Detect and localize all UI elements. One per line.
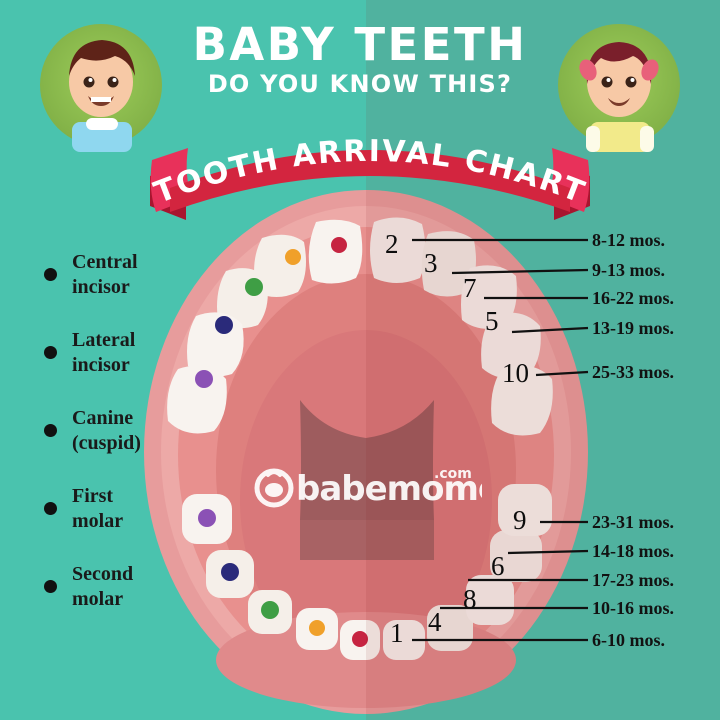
timing-17-23-mos: 17-23 mos. (592, 570, 674, 590)
legend-label: Second molar (72, 563, 134, 610)
watermark-babemome: babemome .com (254, 466, 482, 509)
legend-label: Central incisor (72, 251, 138, 298)
tooth-number-8: 8 (463, 584, 477, 614)
timing-16-22-mos: 16-22 mos. (592, 288, 674, 308)
tooth-number-5: 5 (485, 306, 499, 336)
timing-14-18-mos: 14-18 mos. (592, 541, 674, 561)
tooth-dot-lateral (285, 249, 301, 265)
tooth-number-10: 10 (502, 358, 529, 388)
page-title: BABY TEETH (192, 18, 528, 71)
legend-item-central-incisor: Central incisor (44, 250, 214, 328)
bullet-icon (44, 346, 57, 359)
timing-9-13-mos: 9-13 mos. (592, 260, 665, 280)
timing-13-19-mos: 13-19 mos. (592, 318, 674, 338)
tooth-dot-canine (245, 278, 263, 296)
bullet-icon (44, 424, 57, 437)
timing-25-33-mos: 25-33 mos. (592, 362, 674, 382)
banner-label: TOOTH ARRIVAL CHART (150, 134, 590, 211)
legend-label: Canine (cuspid) (72, 407, 141, 454)
tooth-number-3: 3 (424, 248, 438, 278)
watermark-name: babemome (296, 469, 482, 509)
legend-item-canine: Canine (cuspid) (44, 406, 214, 484)
legend-label: First molar (72, 485, 124, 532)
timing-6-10-mos: 6-10 mos. (592, 630, 665, 650)
tooth-number-6: 6 (491, 551, 505, 581)
banner: TOOTH ARRIVAL CHART (150, 128, 590, 224)
upper-left-teeth (167, 219, 363, 434)
bullet-icon (44, 268, 57, 281)
avatar-girl (558, 24, 680, 152)
tooth-number-2: 2 (385, 229, 399, 259)
tooth-number-1: 1 (390, 618, 404, 648)
legend-item-second-molar: Second molar (44, 562, 214, 640)
lower-right-teeth (383, 484, 552, 660)
avatar-boy (40, 24, 162, 152)
tooth-dot-second-molar (195, 370, 213, 388)
timing-8-12-mos: 8-12 mos. (592, 230, 665, 250)
lower-left-teeth (182, 494, 380, 660)
timing-10-16-mos: 10-16 mos. (592, 598, 674, 618)
leader-lines-upper (412, 238, 589, 377)
tooth-number-4: 4 (428, 607, 442, 637)
bullet-icon (44, 502, 57, 515)
page-subtitle: DO YOU KNOW THIS? (207, 70, 513, 98)
legend-item-first-molar: First molar (44, 484, 214, 562)
tooth-number-9: 9 (513, 505, 527, 535)
leader-lines-lower (412, 520, 589, 642)
legend-item-lateral-incisor: Lateral incisor (44, 328, 214, 406)
bullet-icon (44, 580, 57, 593)
timing-23-31-mos: 23-31 mos. (592, 512, 674, 532)
tongue-shape (300, 520, 434, 560)
ribbon-banner (150, 148, 590, 220)
tooth-dot-first-molar (215, 316, 233, 334)
watermark-tld: .com (434, 466, 472, 482)
tooth-dot-central (331, 237, 347, 253)
legend-label: Lateral incisor (72, 329, 136, 376)
legend: Central incisor Lateral incisor Canine (… (44, 250, 214, 640)
tooth-number-7: 7 (463, 273, 477, 303)
